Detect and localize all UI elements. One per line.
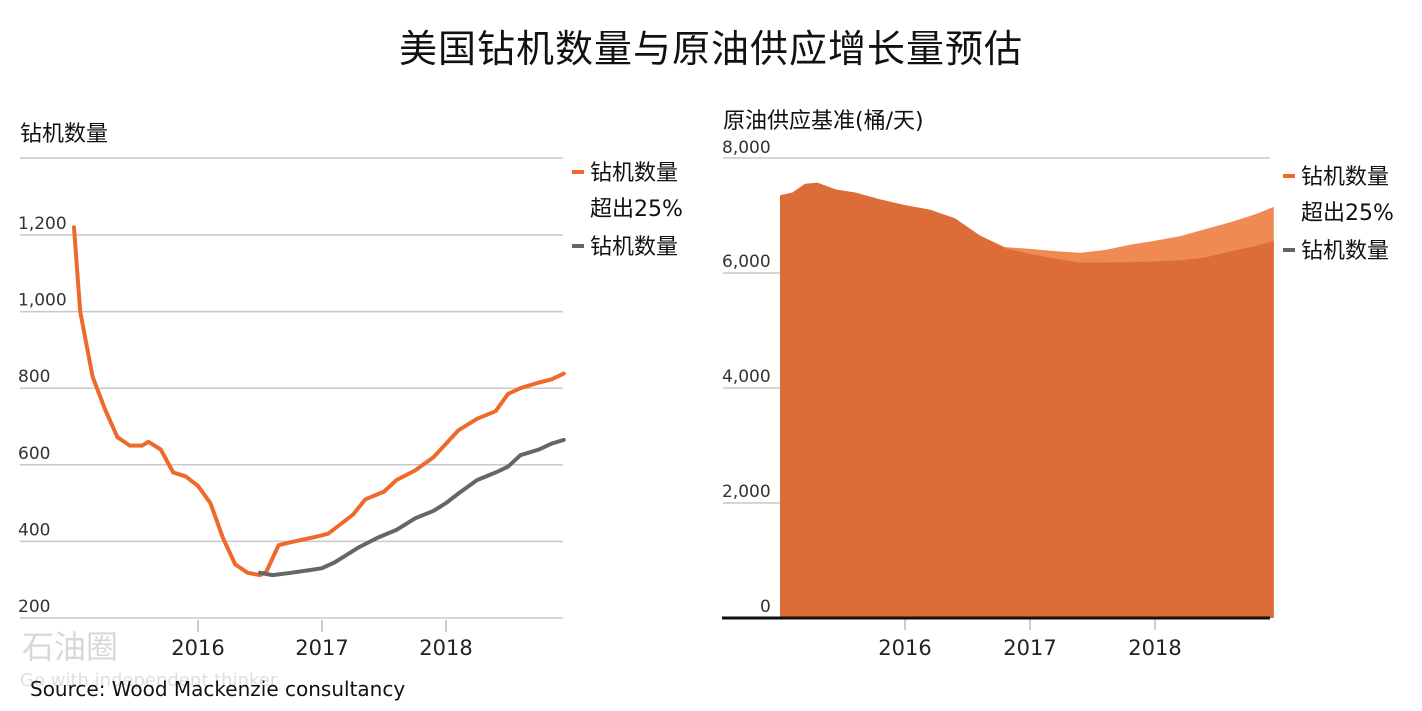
legend-label-0: 超出25% xyxy=(1301,201,1394,226)
x-tick-label: 2016 xyxy=(878,636,931,660)
legend-label-1: 钻机数量 xyxy=(590,235,678,260)
legend-label-1: 钻机数量 xyxy=(1301,239,1389,264)
series-area-1 xyxy=(780,182,1274,618)
y-tick-label: 800 xyxy=(18,367,50,387)
y-tick-label: 8,000 xyxy=(722,138,771,158)
y-tick-label: 400 xyxy=(18,520,50,540)
left-chart-title: 钻机数量 xyxy=(20,122,109,147)
x-tick-label: 2018 xyxy=(1128,636,1181,660)
y-tick-label: 2,000 xyxy=(722,482,771,502)
y-tick-label: 600 xyxy=(18,444,50,464)
y-tick-label: 0 xyxy=(760,597,771,617)
x-tick-label: 2017 xyxy=(1003,636,1056,660)
x-tick-label: 2016 xyxy=(171,636,224,660)
series-line-0 xyxy=(72,225,566,578)
legend-label-0: 钻机数量 xyxy=(1301,165,1389,190)
right-chart-title: 原油供应基准(桶/天) xyxy=(723,109,924,134)
watermark-tagline: Go with independent thinker xyxy=(20,670,278,691)
y-tick-label: 6,000 xyxy=(722,252,771,272)
x-tick-label: 2017 xyxy=(295,636,348,660)
x-tick-label: 2018 xyxy=(419,636,472,660)
legend-label-0: 超出25% xyxy=(590,197,683,222)
series-line-1 xyxy=(258,437,566,578)
legend-label-0: 钻机数量 xyxy=(590,161,678,186)
y-tick-label: 4,000 xyxy=(722,367,771,387)
y-tick-label: 1,000 xyxy=(18,291,67,311)
watermark-logo: 石油圈 xyxy=(22,628,119,666)
page-title: 美国钻机数量与原油供应增长量预估 xyxy=(398,27,1023,71)
y-tick-label: 200 xyxy=(18,597,50,617)
source-note: Source: Wood Mackenzie consultancy xyxy=(30,677,406,701)
y-tick-label: 1,200 xyxy=(18,214,67,234)
